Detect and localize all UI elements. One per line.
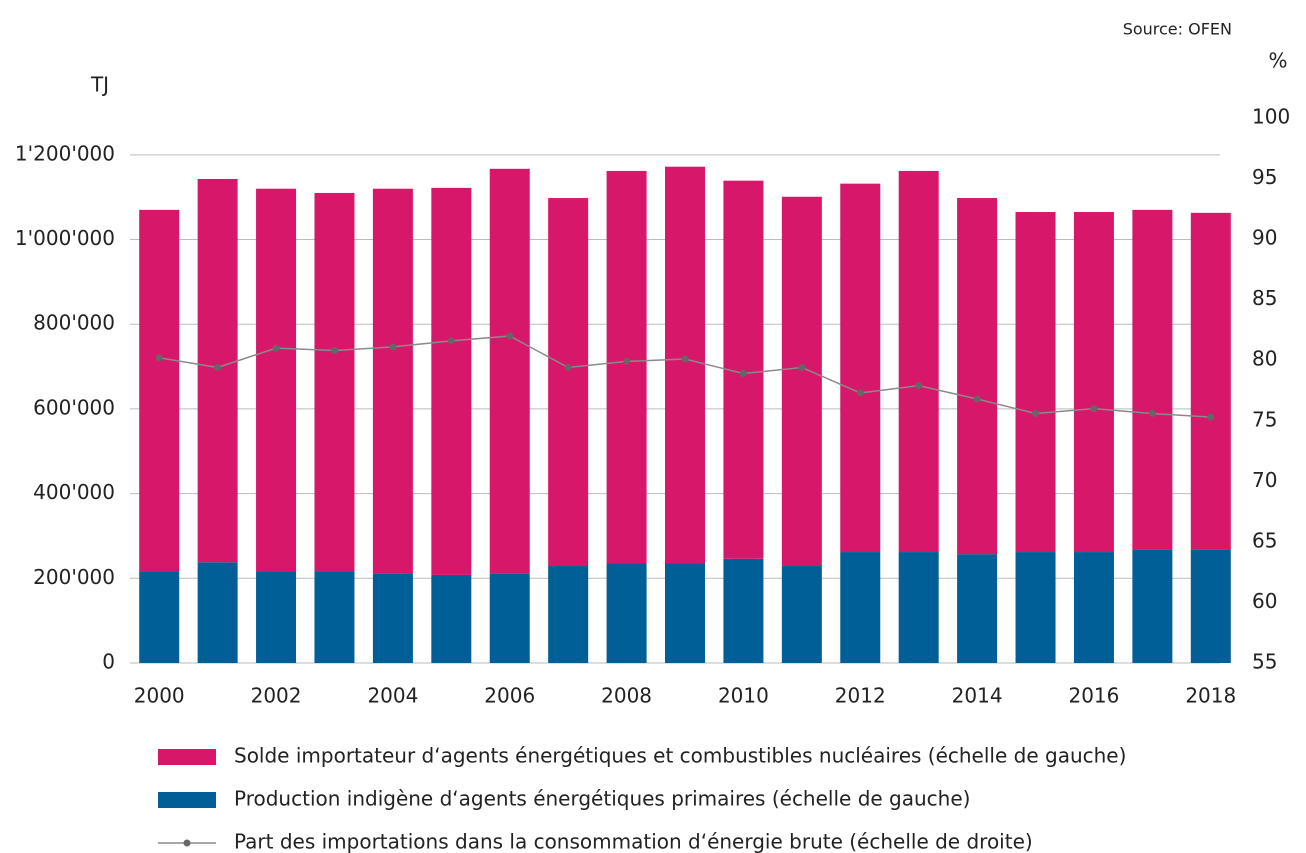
x-tick-label: 2010 — [718, 684, 769, 708]
bar — [606, 170, 647, 564]
bar — [314, 571, 355, 663]
legend-marker — [183, 839, 191, 847]
x-tick-label: 2002 — [251, 684, 302, 708]
bar — [548, 198, 589, 567]
y2-tick-label: 100 — [1252, 105, 1290, 129]
x-tick-label: 2004 — [367, 684, 418, 708]
bar — [606, 563, 647, 663]
bar — [256, 571, 297, 663]
line-marker — [506, 332, 514, 340]
bar — [1132, 549, 1173, 663]
line-marker — [915, 382, 923, 390]
bar — [489, 168, 530, 574]
bar — [1190, 212, 1231, 550]
bar — [372, 573, 413, 663]
y2-tick-label: 75 — [1252, 407, 1277, 431]
y2-tick-label: 55 — [1252, 650, 1277, 674]
y-tick-label: 800'000 — [33, 311, 115, 335]
line-marker — [447, 337, 455, 345]
x-tick-label: 2014 — [952, 684, 1003, 708]
y-tick-label: 1'200'000 — [15, 141, 115, 165]
y2-tick-label: 65 — [1252, 528, 1277, 552]
bar — [840, 552, 881, 663]
bar — [139, 209, 180, 572]
bar — [1073, 552, 1114, 663]
bar — [372, 188, 413, 574]
legend-swatch — [158, 792, 216, 808]
bar — [723, 558, 764, 663]
line-marker — [798, 363, 806, 371]
x-tick-label: 2008 — [601, 684, 652, 708]
y-tick-label: 0 — [102, 650, 115, 674]
bar — [1015, 212, 1056, 553]
y2-tick-label: 85 — [1252, 286, 1277, 310]
bar — [957, 198, 998, 555]
bar — [139, 571, 180, 663]
bar — [781, 566, 822, 663]
y2-tick-label: 80 — [1252, 347, 1277, 371]
bar — [898, 552, 939, 663]
y2-tick-label: 60 — [1252, 589, 1277, 613]
line-marker — [973, 395, 981, 403]
line-marker — [1207, 413, 1215, 421]
line-marker — [681, 355, 689, 363]
x-tick-label: 2012 — [835, 684, 886, 708]
y-axis-label: TJ — [90, 73, 109, 97]
source: Source: OFEN — [1123, 20, 1232, 39]
bar — [665, 166, 705, 564]
legend-label: Production indigène d‘agents énergétique… — [234, 787, 970, 811]
line-marker — [1032, 410, 1040, 418]
line-marker — [1148, 410, 1156, 418]
y2-tick-label: 90 — [1252, 226, 1277, 250]
bar — [1132, 209, 1173, 550]
line-marker — [739, 370, 747, 378]
legend-label: Solde importateur d‘agents énergétiques … — [234, 744, 1126, 768]
bar — [256, 188, 297, 572]
y2-tick-label: 70 — [1252, 468, 1277, 492]
bar — [431, 187, 472, 575]
bar — [781, 196, 822, 567]
bar — [489, 573, 530, 663]
legend-label: Part des importations dans la consommati… — [234, 830, 1033, 853]
bar — [1190, 549, 1231, 663]
bar — [431, 574, 472, 663]
legend-swatch — [158, 749, 216, 765]
line-marker — [389, 343, 397, 351]
line-marker — [564, 363, 572, 371]
line-marker — [214, 363, 222, 371]
bar — [548, 566, 589, 663]
line-marker — [856, 389, 864, 397]
y2-axis-label: % — [1268, 49, 1287, 73]
bar — [898, 170, 939, 553]
line-marker — [155, 354, 163, 362]
y-tick-label: 1'000'000 — [15, 226, 115, 250]
x-tick-label: 2006 — [484, 684, 535, 708]
line-marker — [623, 357, 631, 365]
x-tick-label: 2000 — [134, 684, 185, 708]
x-tick-label: 2016 — [1068, 684, 1119, 708]
x-tick-label: 2018 — [1185, 684, 1236, 708]
y2-tick-label: 95 — [1252, 165, 1277, 189]
bar — [314, 192, 355, 572]
bar — [840, 183, 881, 553]
line-marker — [272, 344, 280, 352]
y-tick-label: 200'000 — [33, 565, 115, 589]
line-marker — [1090, 405, 1098, 413]
bar — [957, 554, 998, 663]
bar — [1015, 552, 1056, 663]
bar — [1073, 212, 1114, 553]
y-tick-label: 600'000 — [33, 395, 115, 419]
y-tick-label: 400'000 — [33, 480, 115, 504]
line-marker — [330, 347, 338, 355]
bar — [197, 562, 238, 663]
bar — [665, 563, 705, 663]
